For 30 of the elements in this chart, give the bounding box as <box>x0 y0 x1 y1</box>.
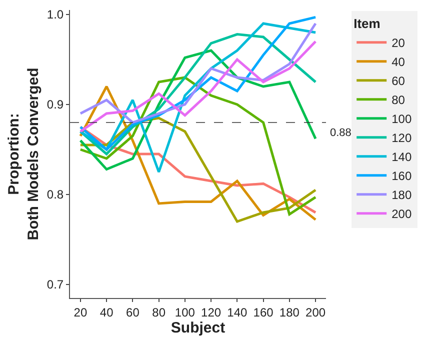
x-tick-label: 160 <box>253 305 274 320</box>
x-tick-label: 40 <box>100 305 114 320</box>
ref-line-label: 0.88 <box>330 127 352 139</box>
line-series <box>79 22 317 124</box>
y-tick-label: 0.8 <box>46 188 64 202</box>
x-tick-label: 200 <box>306 305 326 320</box>
legend-label: 80 <box>392 93 406 108</box>
legend-title: Item <box>354 16 380 31</box>
x-tick-label: 180 <box>279 305 300 320</box>
legend-label: 60 <box>392 74 406 88</box>
legend-label: 100 <box>392 112 412 126</box>
y-tick-label: 1.0 <box>46 8 64 22</box>
x-tick-label: 140 <box>227 305 248 320</box>
legend-label: 140 <box>392 150 412 164</box>
x-tick-label: 120 <box>201 305 222 320</box>
x-axis-title: Subject <box>170 319 226 336</box>
legend-label: 40 <box>392 55 406 70</box>
x-tick-label: 80 <box>152 305 166 320</box>
legend-label: 160 <box>392 169 412 184</box>
y-tick-label: 0.7 <box>46 278 64 292</box>
x-tick-label: 60 <box>126 305 140 320</box>
y-axis-title: Proportion: Both Models Converged <box>6 68 42 240</box>
legend-label: 180 <box>392 188 412 202</box>
legend-label: 120 <box>392 131 412 146</box>
y-tick-label: 0.9 <box>46 98 64 112</box>
x-tick-label: 100 <box>174 305 196 320</box>
legend-label: 20 <box>392 36 406 50</box>
x-tick-label: 20 <box>74 305 88 320</box>
legend-label: 200 <box>392 207 412 222</box>
line-series <box>79 40 317 133</box>
